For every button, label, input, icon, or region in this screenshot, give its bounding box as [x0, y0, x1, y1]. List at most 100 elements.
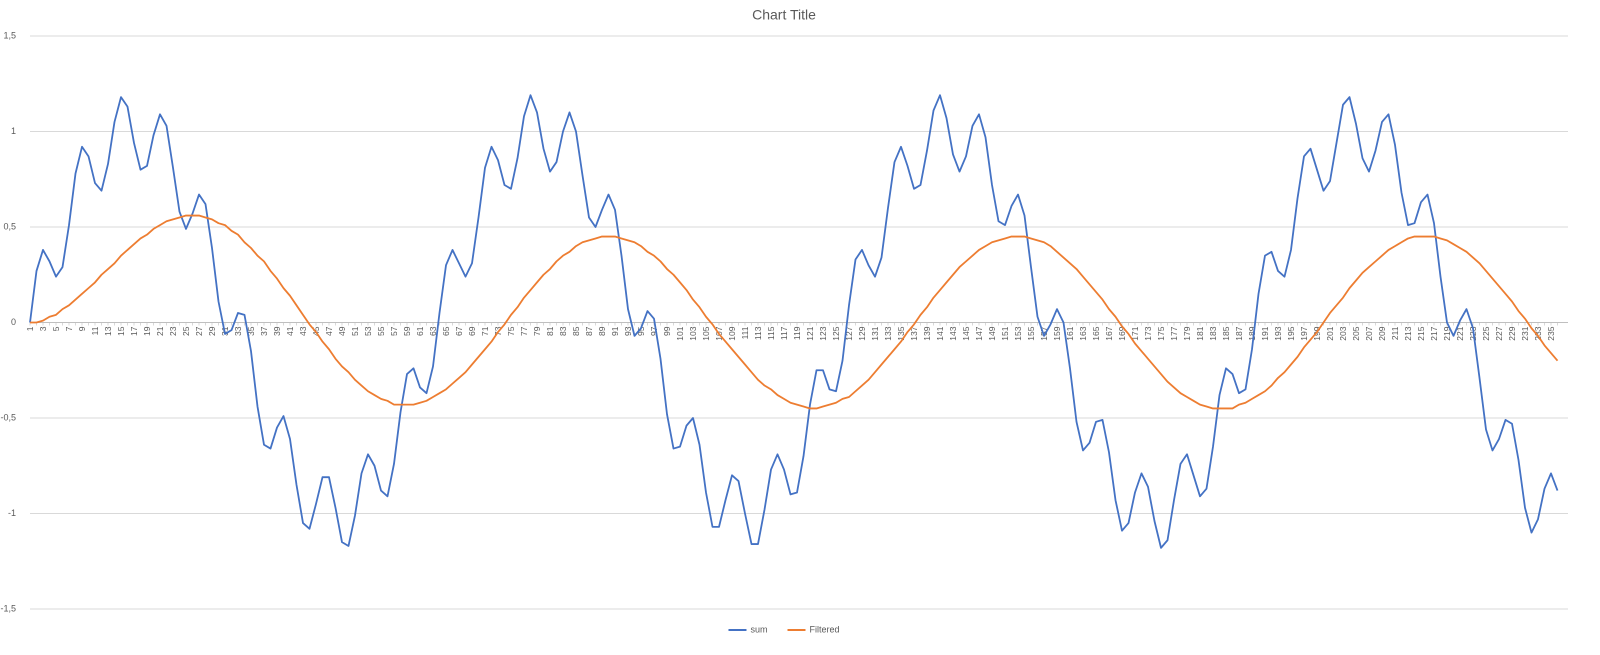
x-tick-label: 5 — [51, 326, 61, 331]
x-tick-label: 15 — [116, 326, 126, 336]
x-tick-label: 213 — [1403, 326, 1413, 340]
x-tick-label: 171 — [1130, 326, 1140, 340]
grid: -1,5 -1 -0,5 0 0,5 1 1,5 — [0, 30, 1568, 613]
x-tick-label: 197 — [1299, 326, 1309, 340]
x-tick-label: 103 — [688, 326, 698, 340]
x-tick-label: 185 — [1221, 326, 1231, 340]
x-tick-label: 7 — [64, 326, 74, 331]
x-tick-label: 17 — [129, 326, 139, 336]
x-tick-label: 43 — [298, 326, 308, 336]
x-tick-label: 193 — [1273, 326, 1283, 340]
x-tick-label: 133 — [883, 326, 893, 340]
y-tick-label: -1 — [8, 508, 16, 518]
x-tick-label: 221 — [1455, 326, 1465, 340]
x-tick-label: 175 — [1156, 326, 1166, 340]
x-tick-label: 119 — [792, 326, 802, 340]
x-tick-label: 59 — [402, 326, 412, 336]
x-tick-label: 155 — [1026, 326, 1036, 340]
legend: sum Filtered — [728, 624, 840, 634]
legend-item: Filtered — [787, 624, 840, 634]
x-tick-label: 53 — [363, 326, 373, 336]
series-line — [29, 94, 1559, 549]
x-tick-label: 137 — [909, 326, 919, 340]
x-tick-label: 219 — [1442, 326, 1452, 340]
x-tick-label: 75 — [506, 326, 516, 336]
x-tick-label: 89 — [597, 326, 607, 336]
x-tick-label: 115 — [766, 326, 776, 340]
x-tick-label: 69 — [467, 326, 477, 336]
x-tick-label: 37 — [259, 326, 269, 336]
x-tick-label: 9 — [77, 326, 87, 331]
y-tick-label: 0 — [11, 317, 16, 327]
x-tick-label: 151 — [1000, 326, 1010, 340]
x-axis-labels: 1 3 5 7 9 11 13 15 17 19 21 23 25 27 29 31 33 35 37 39 41 43 4… — [25, 322, 1558, 341]
x-tick-label: 143 — [948, 326, 958, 340]
x-tick-label: 183 — [1208, 326, 1218, 340]
x-tick-label: 67 — [454, 326, 464, 336]
x-tick-label: 231 — [1520, 326, 1530, 340]
series-line — [30, 214, 1559, 410]
x-tick-label: 189 — [1247, 326, 1257, 340]
x-tick-label: 203 — [1338, 326, 1348, 340]
x-tick-label: 65 — [441, 326, 451, 336]
x-tick-label: 83 — [558, 326, 568, 336]
x-tick-label: 93 — [623, 326, 633, 336]
x-tick-label: 179 — [1182, 326, 1192, 340]
x-tick-label: 105 — [701, 326, 711, 340]
x-tick-label: 159 — [1052, 326, 1062, 340]
legend-label: sum — [750, 624, 767, 634]
x-tick-label: 215 — [1416, 326, 1426, 340]
x-tick-label: 21 — [155, 326, 165, 336]
x-tick-label: 131 — [870, 326, 880, 340]
x-tick-label: 139 — [922, 326, 932, 340]
legend-item: sum — [728, 624, 768, 634]
x-tick-label: 51 — [350, 326, 360, 336]
x-tick-label: 227 — [1494, 326, 1504, 340]
x-tick-label: 123 — [818, 326, 828, 340]
x-tick-label: 95 — [636, 326, 646, 336]
x-tick-label: 11 — [90, 326, 100, 335]
x-tick-label: 63 — [428, 326, 438, 336]
x-tick-label: 99 — [662, 326, 672, 336]
x-tick-label: 29 — [207, 326, 217, 336]
x-tick-label: 163 — [1078, 326, 1088, 340]
x-tick-label: 233 — [1533, 326, 1543, 340]
plot-lines — [29, 94, 1559, 549]
x-tick-label: 97 — [649, 326, 659, 336]
x-tick-label: 191 — [1260, 326, 1270, 340]
x-tick-label: 229 — [1507, 326, 1517, 340]
y-tick-label: 0,5 — [3, 221, 16, 231]
x-tick-label: 79 — [532, 326, 542, 336]
x-tick-label: 81 — [545, 326, 555, 336]
x-tick-label: 41 — [285, 326, 295, 336]
x-tick-label: 35 — [246, 326, 256, 336]
x-tick-label: 3 — [38, 326, 48, 331]
x-tick-label: 169 — [1117, 326, 1127, 340]
x-tick-label: 209 — [1377, 326, 1387, 340]
x-tick-label: 129 — [857, 326, 867, 340]
x-tick-label: 195 — [1286, 326, 1296, 340]
x-tick-label: 111 — [740, 326, 750, 339]
x-tick-label: 205 — [1351, 326, 1361, 340]
x-tick-label: 121 — [805, 326, 815, 340]
x-tick-label: 19 — [142, 326, 152, 336]
x-tick-label: 207 — [1364, 326, 1374, 340]
x-tick-label: 25 — [181, 326, 191, 336]
legend-label: Filtered — [810, 624, 840, 634]
x-tick-label: 127 — [844, 326, 854, 340]
x-tick-label: 13 — [103, 326, 113, 336]
x-tick-label: 165 — [1091, 326, 1101, 340]
x-tick-label: 27 — [194, 326, 204, 336]
x-tick-label: 181 — [1195, 326, 1205, 340]
x-tick-label: 1 — [25, 326, 35, 331]
x-tick-label: 85 — [571, 326, 581, 336]
x-tick-label: 235 — [1546, 326, 1556, 340]
x-tick-label: 87 — [584, 326, 594, 336]
x-tick-label: 113 — [753, 326, 763, 340]
x-tick-label: 217 — [1429, 326, 1439, 340]
x-tick-label: 135 — [896, 326, 906, 340]
x-tick-label: 61 — [415, 326, 425, 336]
y-tick-label: -1,5 — [0, 603, 16, 613]
